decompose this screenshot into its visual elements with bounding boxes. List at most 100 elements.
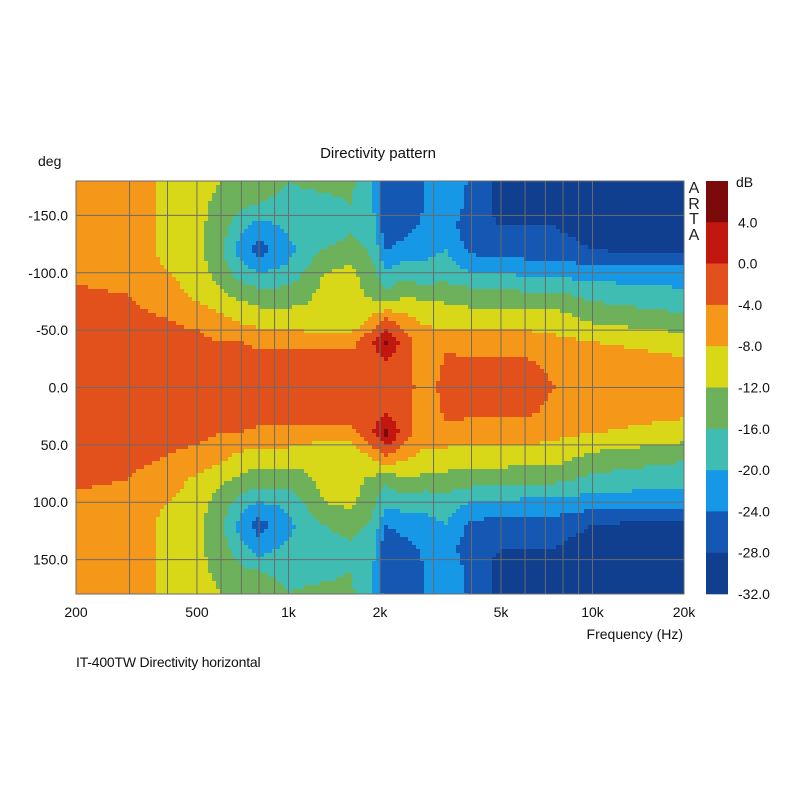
heatmap-cell [164,205,169,210]
heatmap-cell [172,253,177,258]
heatmap-cell [564,229,569,234]
heatmap-cell [168,241,173,246]
heatmap-cell [600,221,605,226]
heatmap-cell [588,209,593,214]
heatmap-cell [532,281,537,286]
heatmap-cell [164,233,169,238]
heatmap-cell [344,253,349,258]
heatmap-cell [364,253,369,258]
heatmap-cell [528,241,533,246]
heatmap-cell [100,201,105,206]
heatmap-cell [116,309,121,314]
heatmap-cell [636,265,641,270]
heatmap-cell [436,293,441,298]
heatmap-cell [220,237,225,242]
heatmap-cell [148,249,153,254]
heatmap-cell [364,301,369,306]
heatmap-cell [452,261,457,266]
heatmap-cell [336,245,341,250]
heatmap-cell [308,237,313,242]
heatmap-cell [276,189,281,194]
heatmap-cell [556,309,561,314]
heatmap-cell [320,197,325,202]
heatmap-cell [284,189,289,194]
heatmap-cell [380,189,385,194]
heatmap-cell [404,265,409,270]
heatmap-cell [208,225,213,230]
heatmap-cell [180,185,185,190]
heatmap-cell [332,193,337,198]
heatmap-cell [188,237,193,242]
heatmap-cell [468,205,473,210]
heatmap-cell [680,249,684,254]
heatmap-cell [488,181,493,186]
heatmap-cell [204,225,209,230]
heatmap-cell [108,201,113,206]
heatmap-cell [608,193,613,198]
heatmap-cell [248,305,253,310]
heatmap-cell [608,205,613,210]
heatmap-cell [76,301,81,306]
heatmap-cell [396,269,401,274]
heatmap-cell [424,233,429,238]
heatmap-cell [168,221,173,226]
heatmap-cell [624,197,629,202]
heatmap-cell [420,273,425,278]
heatmap-cell [224,293,229,298]
heatmap-cell [360,185,365,190]
heatmap-cell [136,193,141,198]
heatmap-cell [572,293,577,298]
heatmap-cell [96,245,101,250]
heatmap-cell [676,261,681,266]
heatmap-cell [664,241,669,246]
heatmap-cell [136,185,141,190]
heatmap-cell [588,221,593,226]
heatmap-cell [448,293,453,298]
heatmap-cell [472,205,477,210]
heatmap-cell [344,209,349,214]
heatmap-cell [388,181,393,186]
heatmap-cell [520,269,525,274]
heatmap-cell [348,233,353,238]
heatmap-cell [252,253,257,258]
heatmap-cell [624,209,629,214]
heatmap-cell [424,245,429,250]
heatmap-cell [544,197,549,202]
heatmap-cell [492,185,497,190]
heatmap-cell [120,205,125,210]
heatmap-cell [408,197,413,202]
heatmap-cell [436,241,441,246]
heatmap-cell [584,221,589,226]
heatmap-cell [84,277,89,282]
heatmap-cell [192,197,197,202]
heatmap-cell [436,193,441,198]
heatmap-cell [620,257,625,262]
heatmap-cell [584,297,589,302]
heatmap-cell [308,261,313,266]
heatmap-cell [104,253,109,258]
heatmap-cell [504,253,509,258]
heatmap-cell [660,269,665,274]
heatmap-cell [260,229,265,234]
heatmap-cell [120,285,125,290]
heatmap-cell [76,261,81,266]
heatmap-cell [520,273,525,278]
heatmap-cell [256,201,261,206]
heatmap-cell [232,205,237,210]
heatmap-cell [112,293,117,298]
heatmap-cell [116,281,121,286]
heatmap-cell [112,201,117,206]
heatmap-cell [604,193,609,198]
heatmap-cell [80,257,85,262]
heatmap-cell [648,281,653,286]
heatmap-cell [656,289,661,294]
heatmap-cell [248,269,253,274]
heatmap-cell [456,293,461,298]
heatmap-cell [368,297,373,302]
heatmap-cell [304,241,309,246]
heatmap-cell [92,281,97,286]
heatmap-cell [124,249,129,254]
heatmap-cell [592,297,597,302]
heatmap-cell [148,257,153,262]
heatmap-cell [660,193,665,198]
